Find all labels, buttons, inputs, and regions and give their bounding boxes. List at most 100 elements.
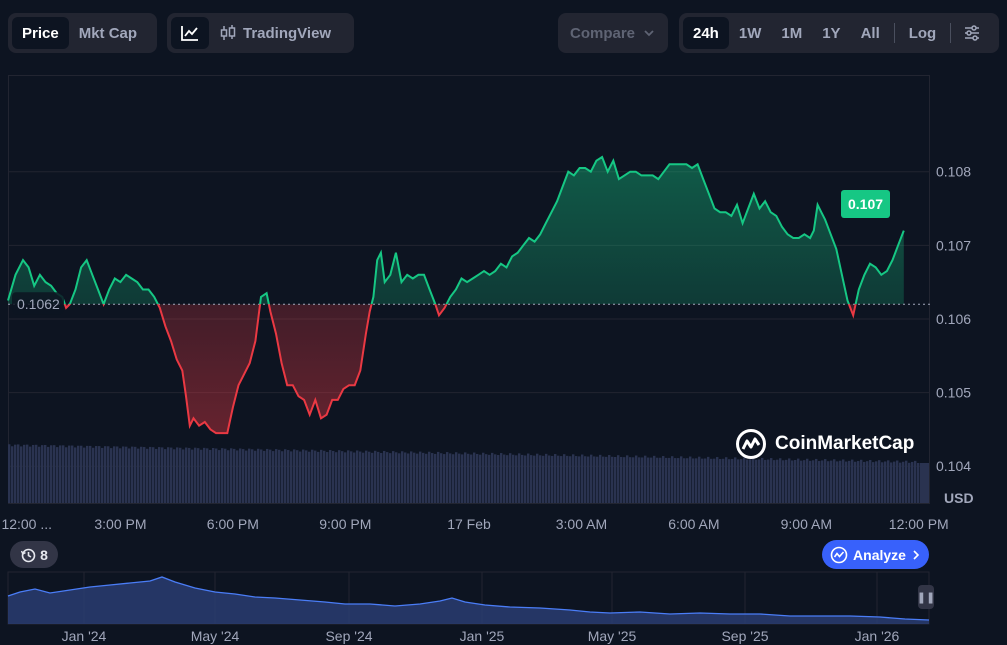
tradingview-button[interactable]: TradingView [209, 17, 341, 49]
range-all[interactable]: All [860, 24, 880, 42]
volume-bar [485, 454, 488, 503]
volume-bar [155, 448, 158, 503]
volume-bar [326, 452, 329, 503]
current-price-label: 0.107 [841, 190, 890, 218]
navigator-handle[interactable]: ❚❚ [917, 585, 935, 609]
volume-bar [773, 460, 776, 503]
volume-bar [767, 459, 770, 503]
volume-bar [731, 458, 734, 503]
volume-bar [194, 447, 197, 503]
history-icon [20, 548, 36, 562]
volume-bar [497, 455, 500, 503]
tradingview-label: TradingView [243, 24, 332, 42]
volume-bar [341, 451, 344, 503]
volume-bar [20, 446, 23, 503]
volume-bar [164, 449, 167, 503]
volume-bar [641, 457, 644, 503]
range-navigator[interactable]: Jan '24 May '24 Sep '24 Jan '25 May '25 Sep '… [0, 570, 1007, 645]
volume-bar [788, 458, 791, 503]
volume-bar [626, 455, 629, 503]
volume-bar [428, 451, 431, 503]
y-tick-label: 0.106 [936, 311, 971, 327]
volume-bar [458, 453, 461, 503]
range-24h[interactable]: 24h [683, 17, 729, 49]
volume-bar [845, 461, 848, 503]
events-button[interactable]: 8 [10, 541, 58, 568]
compare-dropdown[interactable]: Compare [558, 13, 668, 53]
volume-bar [920, 463, 929, 503]
chart-settings-button[interactable] [955, 17, 989, 49]
volume-bar [704, 458, 707, 503]
price-line-down [63, 304, 857, 435]
volume-bar [92, 447, 95, 503]
volume-bar [242, 449, 245, 503]
volume-bar [737, 459, 740, 503]
volume-bar [203, 447, 206, 503]
nav-tick-label: Sep '25 [721, 628, 768, 644]
volume-bar [173, 449, 176, 503]
price-tab[interactable]: Price [12, 17, 69, 49]
sliders-icon [965, 25, 980, 41]
volume-bar [47, 446, 50, 503]
range-1w[interactable]: 1W [738, 24, 762, 42]
volume-bar [791, 460, 794, 503]
volume-bar [227, 450, 230, 503]
volume-bar [740, 459, 743, 503]
volume-bar [29, 446, 32, 503]
volume-bar [548, 455, 551, 503]
nav-tick-label: Jan '25 [460, 628, 505, 644]
volume-bar [230, 448, 233, 503]
volume-bar [80, 445, 83, 503]
volume-bar [59, 445, 62, 503]
volume-bar [590, 454, 593, 503]
volume-bar [887, 460, 890, 503]
volume-bar [380, 452, 383, 503]
y-axis: 0.108 0.107 0.106 0.105 0.104 [936, 164, 971, 474]
line-chart-button[interactable] [171, 17, 209, 49]
volume-bar [389, 453, 392, 503]
volume-bar [617, 455, 620, 503]
volume-bar [605, 456, 608, 503]
volume-bar [662, 456, 665, 503]
volume-bar [881, 462, 884, 503]
x-tick-label: 9:00 AM [781, 516, 832, 532]
volume-bar [743, 457, 746, 503]
mktcap-tab[interactable]: Mkt Cap [78, 24, 138, 42]
volume-bar [329, 450, 332, 503]
volume-bar [473, 452, 476, 503]
volume-bar [728, 459, 731, 503]
volume-bar [746, 459, 749, 503]
analyze-button[interactable]: Analyze [822, 540, 929, 569]
volume-bar [95, 446, 98, 503]
volume-bar [101, 447, 104, 503]
volume-bar [434, 453, 437, 503]
settings-divider [950, 23, 952, 43]
volume-bar [806, 458, 809, 503]
volume-bar [125, 446, 128, 503]
volume-bar [377, 451, 380, 503]
volume-bar [776, 459, 779, 503]
volume-bar [500, 453, 503, 503]
volume-bar [149, 446, 152, 503]
range-1m[interactable]: 1M [781, 24, 803, 42]
range-1y[interactable]: 1Y [822, 24, 841, 42]
volume-bar [410, 451, 413, 503]
volume-bar [593, 456, 596, 503]
volume-bar [866, 461, 869, 503]
volume-bar [437, 451, 440, 503]
chevron-right-icon [913, 549, 920, 560]
volume-bar [824, 459, 827, 503]
volume-bar [365, 450, 368, 503]
volume-bar [800, 460, 803, 503]
volume-bar [302, 449, 305, 503]
volume-bar [518, 453, 521, 503]
price-chart[interactable]: 0.108 0.107 0.106 0.105 0.104 12:00 ... 3:00 … [0, 0, 1007, 540]
volume-bar [116, 446, 119, 503]
log-scale-button[interactable]: Log [908, 24, 937, 42]
y-tick-label: 0.105 [936, 385, 971, 401]
volume-bar [455, 452, 458, 503]
volume-bar [68, 445, 71, 503]
volume-bar [440, 453, 443, 503]
volume-bar [878, 460, 881, 503]
volume-bar [692, 458, 695, 503]
